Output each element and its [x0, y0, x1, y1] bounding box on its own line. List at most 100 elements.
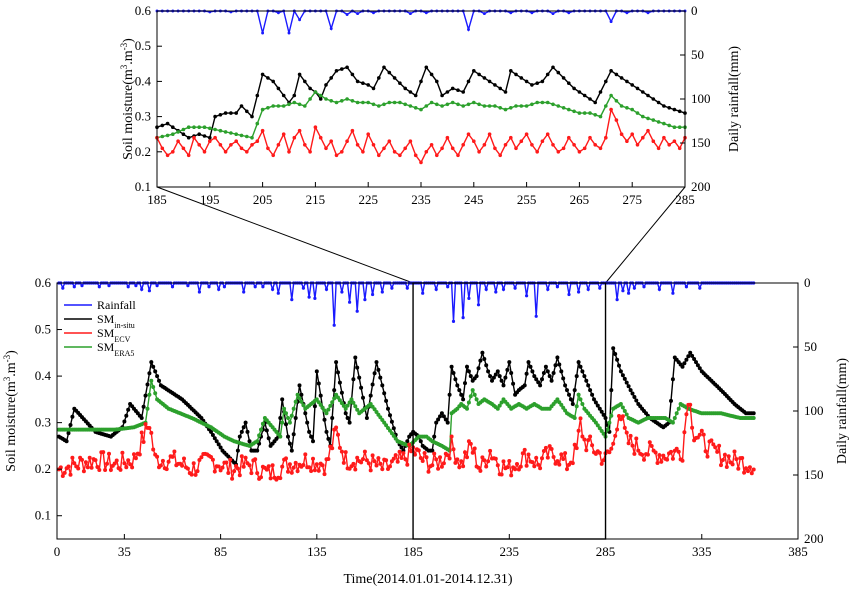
- series-point-ecv: [601, 458, 606, 463]
- series-point-ecv: [622, 425, 627, 430]
- series-point-insitu: [670, 377, 675, 382]
- series-point-era5: [514, 104, 518, 108]
- series-point-era5: [605, 427, 610, 432]
- series-point-ecv: [320, 463, 325, 468]
- series-point-ecv: [384, 458, 389, 463]
- series-point-era5: [153, 391, 158, 396]
- series-point-insitu: [413, 93, 418, 98]
- series-point-ecv: [216, 464, 221, 469]
- series-point-ecv: [545, 132, 550, 136]
- zoom-panel: 185 195 205 215 225 235 245 255 265 275 285 0.1 0.2 0…: [119, 3, 742, 207]
- series-point-era5: [477, 102, 481, 107]
- series-point-insitu: [308, 86, 312, 91]
- series-point-ecv: [401, 451, 406, 456]
- y-right-tick-label: 200: [691, 179, 711, 194]
- series-point-ecv: [268, 476, 273, 481]
- rainfall-point: [307, 295, 311, 299]
- series-point-ecv: [286, 469, 290, 474]
- series-point-ecv: [266, 464, 271, 469]
- series-point-ecv: [719, 463, 723, 468]
- series-point-insitu: [461, 397, 466, 402]
- series-point-era5: [466, 102, 471, 107]
- series-point-era5: [245, 134, 249, 139]
- series-point-ecv: [747, 465, 752, 470]
- series-point-ecv: [235, 466, 240, 471]
- series-point-era5: [620, 405, 625, 410]
- series-point-ecv: [509, 473, 514, 478]
- rainfall-point: [207, 285, 211, 289]
- series-point-insitu: [484, 363, 489, 368]
- series-point-era5: [318, 402, 323, 407]
- y-left-tick-label: 0.1: [135, 179, 151, 194]
- x-tick-label: 235: [411, 192, 431, 207]
- series-point-ecv: [672, 139, 677, 143]
- series-point-ecv: [662, 135, 666, 140]
- series-point-ecv: [751, 467, 756, 472]
- series-point-era5: [326, 407, 331, 412]
- series-point-insitu: [526, 360, 531, 365]
- series-point-ecv: [649, 444, 654, 448]
- series-point-insitu: [291, 432, 296, 437]
- series-point-ecv: [287, 150, 291, 154]
- series-point-ecv: [435, 153, 439, 158]
- series-point-ecv: [202, 150, 207, 154]
- series-point-ecv: [588, 434, 593, 439]
- series-point-ecv: [128, 462, 133, 467]
- series-point-insitu: [392, 76, 397, 80]
- series-point-era5: [555, 397, 560, 402]
- series-point-ecv: [334, 425, 339, 430]
- series-point-ecv: [630, 443, 635, 448]
- series-point-ecv: [463, 450, 467, 455]
- y-right-tick-label: 0: [691, 3, 698, 18]
- rainfall-point: [134, 284, 138, 288]
- series-point-ecv: [625, 139, 629, 143]
- series-point-ecv: [468, 441, 473, 446]
- series-point-ecv: [570, 461, 575, 466]
- series-point-insitu: [677, 109, 682, 114]
- rainfall-point: [271, 287, 275, 291]
- series-point-insitu: [145, 382, 150, 387]
- series-point-insitu: [684, 357, 689, 362]
- series-point-ecv: [403, 457, 408, 462]
- series-point-insitu: [624, 380, 629, 385]
- series-point-ecv: [276, 143, 281, 147]
- series-point-ecv: [613, 433, 618, 438]
- series-point-era5: [276, 104, 281, 108]
- series-point-ecv: [351, 461, 356, 466]
- series-point-insitu: [682, 361, 687, 366]
- series-point-era5: [299, 399, 304, 404]
- series-point-insitu: [478, 358, 483, 363]
- series-point-insitu: [297, 383, 302, 388]
- series-point-ecv: [226, 471, 231, 475]
- series-point-ecv: [515, 462, 519, 466]
- series-point-ecv: [336, 432, 340, 437]
- rainfall-point: [298, 18, 302, 22]
- series-point-era5: [186, 125, 191, 129]
- series-point-ecv: [403, 146, 408, 151]
- series-point-insitu: [561, 76, 566, 80]
- series-point-era5: [597, 426, 602, 431]
- series-point-insitu: [695, 363, 700, 368]
- series-point-ecv: [557, 462, 562, 467]
- series-point-ecv: [126, 458, 131, 463]
- series-point-ecv: [316, 468, 321, 473]
- rainfall-point: [313, 296, 317, 300]
- series-point-insitu: [229, 111, 233, 115]
- series-point-era5: [329, 99, 334, 103]
- series-point-insitu: [314, 369, 319, 374]
- series-point-insitu: [260, 72, 265, 77]
- x-tick-label: 0: [54, 544, 61, 559]
- series-point-era5: [450, 100, 455, 105]
- series-point-ecv: [255, 139, 260, 143]
- series-point-era5: [545, 100, 550, 105]
- series-point-insitu: [153, 369, 158, 374]
- series-point-insitu: [355, 79, 360, 84]
- series-point-insitu: [482, 357, 487, 361]
- series-point-ecv: [450, 146, 455, 151]
- series-point-insitu: [498, 86, 503, 91]
- series-point-ecv: [677, 146, 682, 151]
- series-point-era5: [147, 392, 152, 397]
- series-point-insitu: [568, 397, 573, 402]
- series-point-ecv: [232, 469, 237, 474]
- series-point-insitu: [590, 392, 595, 397]
